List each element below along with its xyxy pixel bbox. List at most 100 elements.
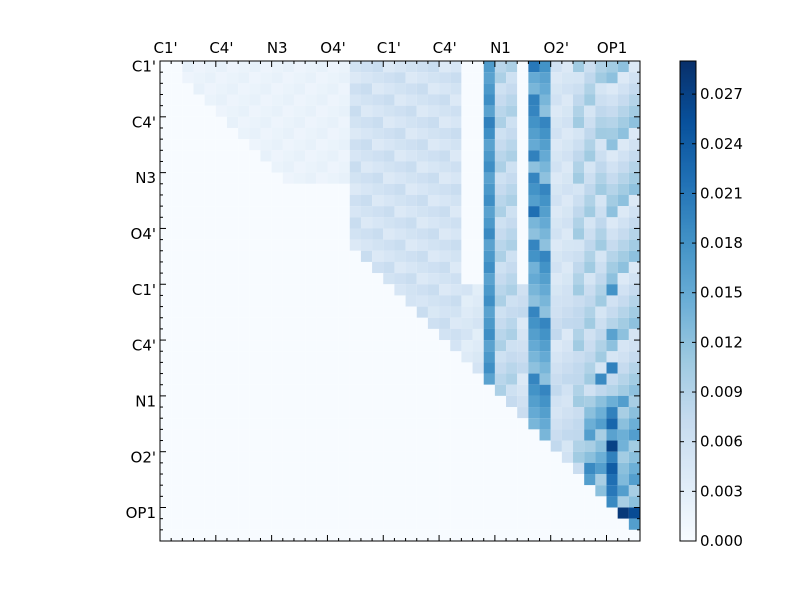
heatmap-cell [517,217,529,229]
heatmap-cell [517,250,529,262]
heatmap-cell [182,139,194,151]
colorbar-segment [680,97,696,100]
heatmap-cell [472,284,484,296]
heatmap-cell [193,518,205,530]
heatmap-cell [461,139,473,151]
heatmap-cell [293,351,306,363]
heatmap-cell [193,474,205,486]
heatmap-cell [238,172,250,184]
heatmap-cell [472,250,484,262]
heatmap-cell [550,127,562,140]
heatmap-cell [327,295,339,307]
heatmap-cell [584,127,596,140]
heatmap-cell [528,440,540,452]
heatmap-cell [472,94,484,106]
heatmap-cell [427,261,440,274]
heatmap-cell [394,261,406,274]
heatmap-cell [573,507,585,519]
colorbar-segment [680,341,696,344]
heatmap-cell [249,474,261,486]
heatmap-cell [394,529,406,542]
colorbar-segment [680,137,696,140]
heatmap-cell [260,529,272,542]
heatmap-cell [595,429,607,441]
colorbar-segment [680,299,696,302]
heatmap-cell [349,507,361,519]
heatmap-cell [226,183,239,196]
heatmap-cell [528,250,540,262]
heatmap-cell [238,317,250,329]
heatmap-cell [338,239,350,251]
heatmap-cell [461,418,473,430]
heatmap-cell [617,440,629,452]
heatmap-cell [372,317,384,329]
heatmap-cell [439,194,451,207]
heatmap-cell [238,440,250,452]
heatmap-cell [226,61,239,73]
heatmap-cell [405,250,417,262]
heatmap-cell [338,284,350,296]
heatmap-cell [271,418,283,430]
heatmap-cell [561,462,574,475]
heatmap-cell [260,340,272,352]
heatmap-cell [171,429,183,441]
colorbar-segment [680,315,696,318]
colorbar-segment [680,265,696,268]
heatmap-cell [617,306,629,318]
heatmap-cell [394,485,406,497]
heatmap-cell [628,451,641,463]
heatmap-cell [316,217,328,229]
heatmap-cell [539,94,551,106]
colorbar-segment [680,435,696,438]
heatmap-cell [282,395,295,408]
colorbar-segment [680,329,696,332]
heatmap-cell [226,261,239,274]
colorbar-segment [680,281,696,284]
heatmap-cell [528,105,540,117]
heatmap-cell [506,94,518,106]
heatmap-cell [472,340,484,352]
heatmap-cell [226,250,239,262]
heatmap-cell [372,351,384,363]
heatmap-cell [450,72,462,84]
heatmap-cell [271,217,283,229]
heatmap-cell [450,206,462,218]
heatmap-cell [349,72,361,84]
colorbar-segment [680,533,696,536]
heatmap-cell [249,194,261,207]
heatmap-cell [517,273,529,285]
heatmap-cell [349,418,361,430]
colorbar-segment [680,287,696,290]
colorbar-segment [680,65,696,68]
heatmap-cell [561,429,574,441]
heatmap-cell [427,362,440,374]
heatmap-cell [293,206,306,218]
colorbar-segment [680,457,696,460]
heatmap-cell [316,529,328,542]
heatmap-cell [260,373,272,385]
heatmap-cell [606,474,618,486]
colorbar-tick-label: 0.015 [700,284,743,302]
colorbar-segment [680,445,696,448]
heatmap-cell [171,105,183,117]
heatmap-cell [282,328,295,341]
heatmap-cell [628,395,641,408]
heatmap-cell [506,418,518,430]
heatmap-cell [383,161,395,173]
heatmap-cell [293,150,306,162]
heatmap-cell [215,429,228,441]
heatmap-cell [383,250,395,262]
heatmap-cell [450,127,462,140]
heatmap-cell [483,362,495,374]
heatmap-cell [360,395,373,408]
heatmap-cell [260,429,272,441]
heatmap-cell [450,250,462,262]
heatmap-cell [506,105,518,117]
heatmap-cell [372,418,384,430]
x-tick-label: O2' [544,39,569,57]
heatmap-cell [338,61,350,73]
heatmap-cell [338,474,350,486]
heatmap-cell [628,116,641,129]
heatmap-cell [327,451,339,463]
heatmap-cell [416,183,428,196]
